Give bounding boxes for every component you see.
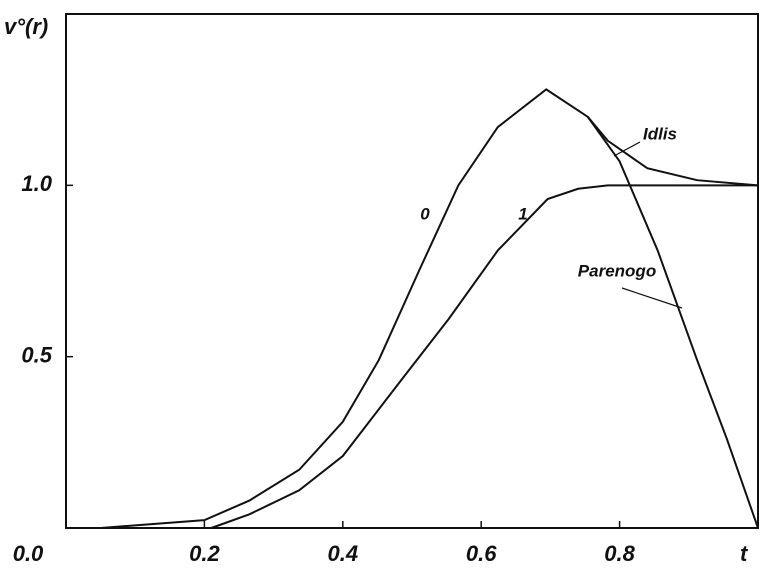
curve	[587, 116, 759, 187]
x-tick-label: 0.0	[13, 541, 44, 566]
x-tick-label: 0.4	[328, 541, 359, 566]
curve	[210, 184, 758, 529]
x-tick-label: 0.6	[466, 541, 497, 566]
curve-label: 1	[518, 204, 527, 223]
plot-frame	[65, 13, 759, 529]
curve-label: Idlis	[643, 124, 677, 143]
y-axis-label: v°(r)	[4, 14, 48, 39]
leader-line	[621, 287, 683, 309]
curve	[100, 88, 759, 529]
y-tick-label: 1.0	[21, 171, 52, 196]
curve-label: 0	[420, 204, 430, 223]
y-tick-label: 0.5	[21, 342, 52, 367]
annotation: Parenogo	[578, 261, 656, 280]
x-axis-label: t	[740, 541, 749, 566]
x-tick-label: 0.2	[189, 541, 220, 566]
x-tick-label: 0.8	[604, 541, 635, 566]
leader-line	[613, 141, 641, 157]
